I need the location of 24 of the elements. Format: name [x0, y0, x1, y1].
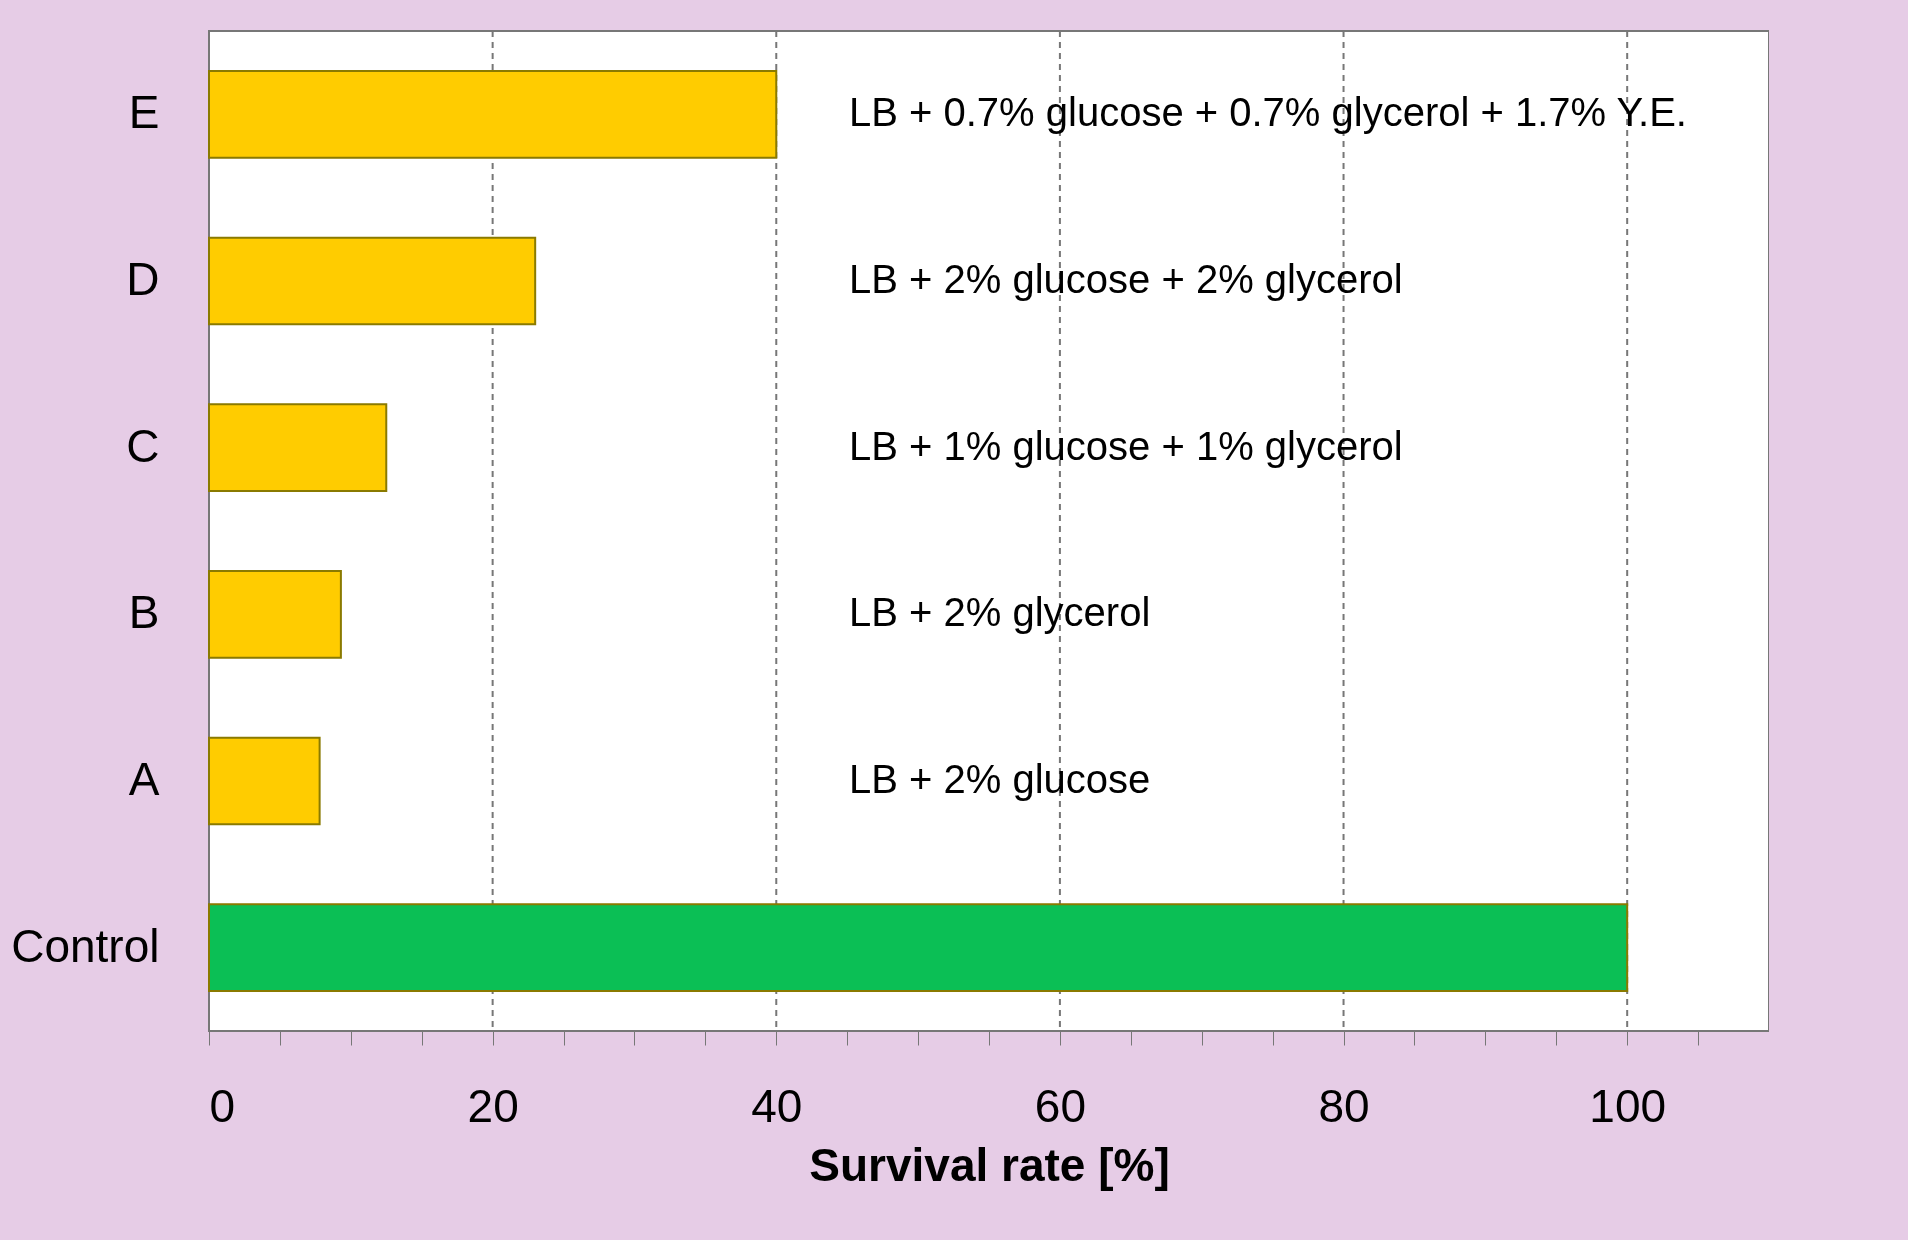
bar: [208, 70, 778, 159]
bar: [208, 570, 342, 659]
x-tick-label: 20: [467, 1079, 519, 1132]
x-tick-label: 0: [209, 1079, 236, 1132]
x-tick-label: 100: [1589, 1079, 1667, 1132]
annotation: LB + 2% glycerol: [849, 590, 1151, 635]
y-tick-label: A: [128, 753, 160, 805]
annotation: LB + 0.7% glucose + 0.7% glycerol + 1.7% Y.E.: [849, 90, 1687, 135]
y-tick-label: B: [128, 586, 160, 639]
y-tick-label: E: [128, 86, 160, 139]
bar: [208, 236, 537, 326]
x-tick-label: 60: [1034, 1079, 1086, 1132]
bar: [208, 736, 321, 826]
x-axis-title: Survival rate [%]: [809, 1138, 1170, 1191]
y-tick-label: D: [126, 253, 160, 305]
x-tick-label: 80: [1318, 1079, 1370, 1132]
bar: [208, 903, 1629, 992]
bar: [208, 403, 388, 492]
annotation: LB + 1% glucose + 1% glycerol: [849, 423, 1403, 468]
annotation: LB + 2% glucose: [849, 757, 1151, 801]
x-tick-label: 40: [751, 1079, 803, 1132]
y-tick-label: C: [126, 419, 160, 472]
annotation: LB + 2% glucose + 2% glycerol: [849, 257, 1403, 301]
y-tick-label: Control: [11, 919, 160, 972]
